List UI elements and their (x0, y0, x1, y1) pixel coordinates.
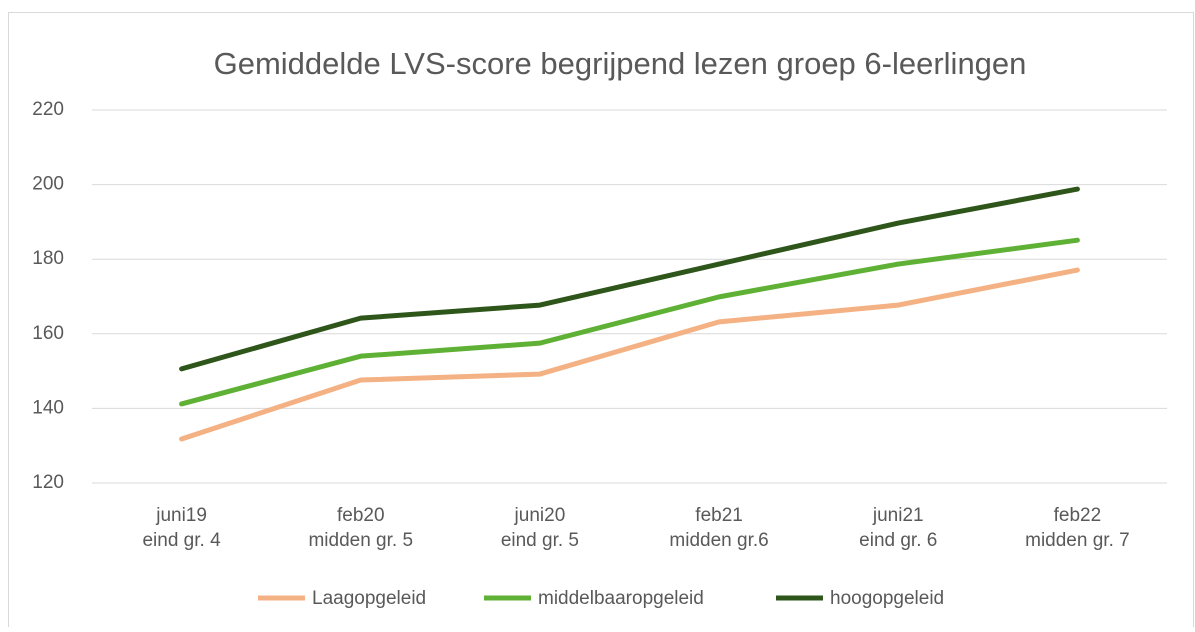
x-tick-label: midden gr.6 (669, 530, 768, 551)
x-tick-label: eind gr. 5 (501, 530, 579, 551)
legend-label: hoogopgeleid (830, 588, 944, 609)
y-tick-label: 120 (32, 472, 64, 493)
legend-label: Laagopgeleid (312, 588, 426, 609)
line-series (179, 267, 1080, 442)
y-tick-label: 180 (32, 248, 64, 269)
line-series (179, 186, 1080, 372)
chart-title: Gemiddelde LVS-score begrijpend lezen gr… (214, 46, 1027, 81)
x-tick-label: feb21 (695, 505, 743, 526)
x-tick-label: feb20 (337, 505, 385, 526)
y-tick-label: 200 (32, 174, 64, 195)
x-tick-label: midden gr. 7 (1025, 530, 1130, 551)
line-series (179, 237, 1080, 407)
x-tick-label: eind gr. 6 (859, 530, 937, 551)
x-tick-label: eind gr. 4 (142, 530, 221, 551)
y-tick-label: 140 (32, 397, 64, 418)
x-tick-label: juni21 (872, 505, 924, 526)
y-tick-label: 160 (32, 323, 64, 344)
legend-label: middelbaaropgeleid (538, 588, 704, 609)
chart-frame (8, 12, 1194, 632)
x-tick-label: feb22 (1054, 505, 1102, 526)
x-tick-label: juni20 (514, 505, 566, 526)
x-tick-label: midden gr. 5 (308, 530, 413, 551)
y-tick-label: 220 (32, 99, 64, 120)
x-tick-label: juni19 (155, 505, 207, 526)
